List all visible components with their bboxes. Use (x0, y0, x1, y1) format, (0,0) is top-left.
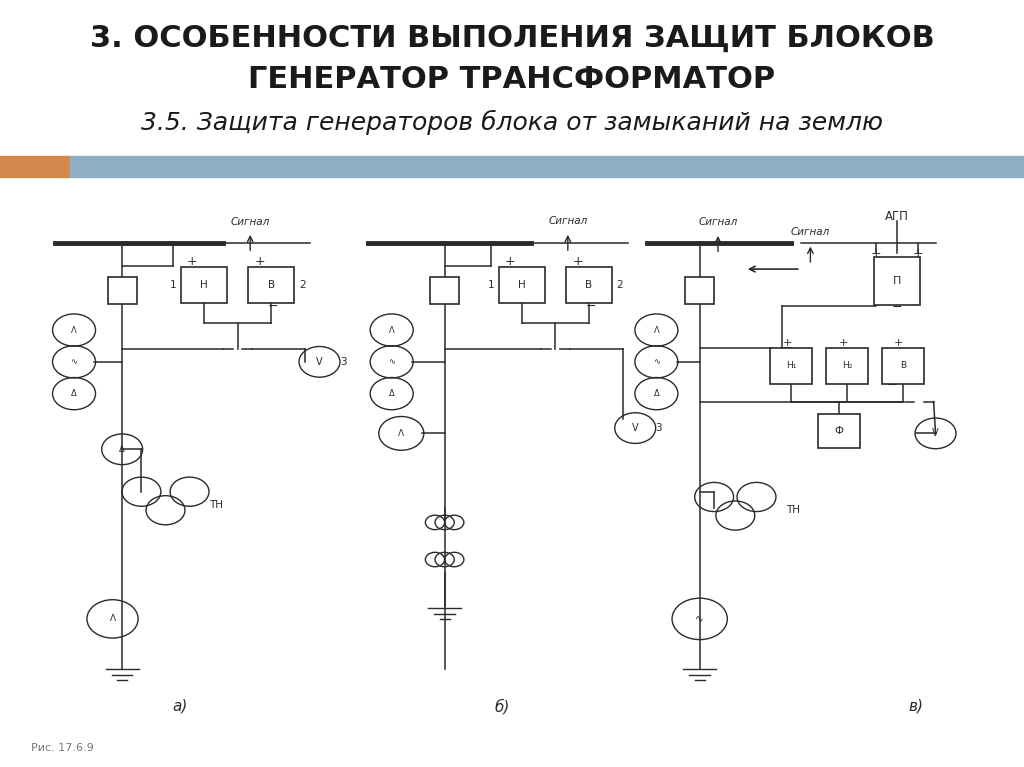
Bar (818, 413, 860, 448)
Text: 3: 3 (655, 423, 662, 433)
Bar (499, 267, 545, 303)
Text: Λ: Λ (389, 325, 394, 334)
Text: ТН: ТН (209, 500, 223, 510)
Text: +: + (255, 255, 265, 268)
Text: 1: 1 (487, 280, 495, 290)
Text: Δ: Δ (71, 389, 77, 398)
Text: 2: 2 (616, 280, 624, 290)
Text: 2: 2 (299, 280, 305, 290)
Bar (882, 347, 924, 384)
Text: Н: Н (200, 280, 208, 290)
Text: +: + (782, 338, 792, 348)
Text: ∿: ∿ (71, 357, 78, 367)
Text: Рис. 17.6.9: Рис. 17.6.9 (31, 742, 93, 753)
Text: В: В (900, 361, 906, 370)
Bar (685, 277, 714, 304)
Bar (108, 277, 136, 304)
Text: +: + (912, 247, 924, 260)
Text: −: − (892, 301, 902, 314)
Bar (873, 257, 921, 304)
Text: Н₁: Н₁ (786, 361, 797, 370)
Text: Λ: Λ (653, 325, 659, 334)
Text: +: + (870, 247, 882, 260)
Text: Λ: Λ (71, 325, 77, 334)
Text: 1: 1 (170, 280, 176, 290)
Bar (430, 277, 459, 304)
Text: 3: 3 (340, 357, 347, 367)
Text: V: V (632, 423, 639, 433)
Text: Н: Н (518, 280, 525, 290)
Text: 3.5. Защита генераторов блока от замыканий на землю: 3.5. Защита генераторов блока от замыкан… (141, 110, 883, 135)
Text: −: − (268, 300, 279, 313)
Text: +: + (894, 338, 903, 348)
Text: V: V (316, 357, 323, 367)
Text: П: П (893, 276, 901, 286)
Text: В: В (268, 280, 274, 290)
Bar (70, 156, 1024, 177)
Text: Сигнал: Сигнал (230, 217, 269, 227)
Text: +: + (187, 255, 198, 268)
Text: ТН: ТН (786, 505, 801, 515)
Text: −: − (586, 300, 596, 313)
Text: Сигнал: Сигнал (791, 227, 830, 237)
Text: Ф: Ф (835, 426, 844, 436)
Text: АГП: АГП (885, 209, 909, 222)
Text: −: − (887, 379, 897, 392)
Text: ∿: ∿ (653, 357, 659, 367)
Text: 3. ОСОБЕННОСТИ ВЫПОЛЕНИЯ ЗАЩИТ БЛОКОВ: 3. ОСОБЕННОСТИ ВЫПОЛЕНИЯ ЗАЩИТ БЛОКОВ (90, 24, 934, 53)
Text: в): в) (908, 699, 924, 714)
Text: Δ: Δ (653, 389, 659, 398)
Text: Λ: Λ (110, 614, 116, 624)
Text: Н₂: Н₂ (842, 361, 852, 370)
Bar (181, 267, 227, 303)
Bar (248, 267, 295, 303)
Text: Λ: Λ (398, 429, 404, 438)
Text: б): б) (495, 699, 510, 714)
Text: +: + (572, 255, 583, 268)
Bar (0, 156, 70, 177)
Text: V: V (932, 429, 939, 439)
Text: ∿: ∿ (695, 614, 705, 624)
Text: +: + (505, 255, 515, 268)
Text: ∿: ∿ (388, 357, 395, 367)
Bar (566, 267, 612, 303)
Text: Сигнал: Сигнал (548, 216, 588, 225)
Text: ГЕНЕРАТОР ТРАНСФОРМАТОР: ГЕНЕРАТОР ТРАНСФОРМАТОР (249, 65, 775, 94)
Text: Δ: Δ (389, 389, 394, 398)
Text: Сигнал: Сигнал (698, 217, 737, 227)
Bar (825, 347, 868, 384)
Text: а): а) (172, 699, 187, 714)
Text: Δ: Δ (119, 445, 125, 454)
Text: В: В (586, 280, 593, 290)
Text: +: + (839, 338, 848, 348)
Bar (770, 347, 812, 384)
